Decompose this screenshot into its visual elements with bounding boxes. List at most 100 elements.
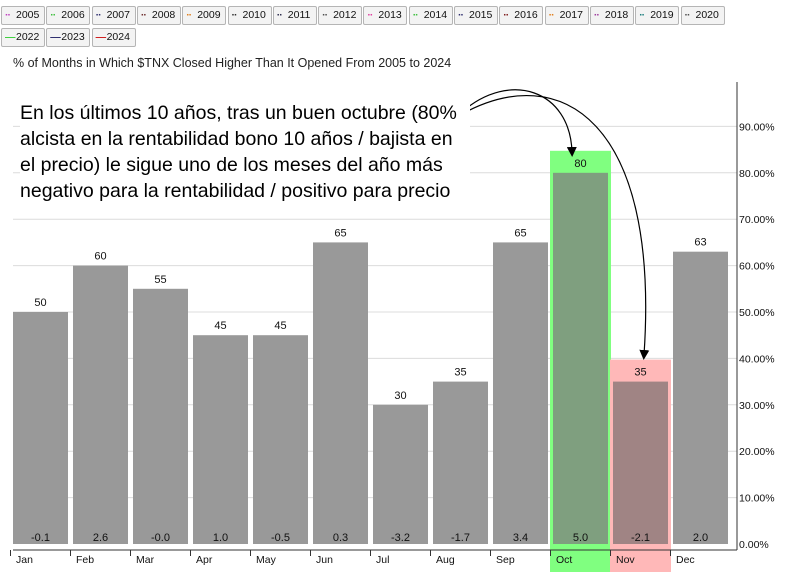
legend-item-2022[interactable]: —2022	[1, 28, 45, 47]
month-label-oct: Oct	[556, 554, 572, 566]
bar-jul	[373, 404, 428, 544]
legend-dotted-line-icon: ··	[186, 9, 192, 21]
legend-dotted-line-icon: ··	[458, 9, 464, 21]
bar-may	[253, 335, 308, 544]
month-label-jul: Jul	[376, 554, 389, 566]
legend-dotted-line-icon: ··	[140, 9, 147, 21]
legend-label: 2014	[423, 9, 448, 21]
legend-label: 2007	[106, 9, 130, 21]
value-label-may: 45	[274, 320, 286, 332]
bar-mar	[133, 288, 188, 544]
y-tick-label: 60.00%	[739, 261, 775, 273]
legend-item-2007[interactable]: ·· 2007	[91, 6, 136, 25]
legend-dotted-line-icon: —	[5, 31, 16, 43]
legend-item-2020[interactable]: ·· 2020	[680, 6, 725, 25]
legend-item-2009[interactable]: ·· 2009	[182, 6, 227, 25]
legend-label: 2012	[333, 9, 357, 21]
y-tick-label: 50.00%	[739, 307, 775, 319]
return-label-aug: -1.7	[451, 532, 470, 544]
legend-item-2011[interactable]: ·· 2011	[272, 6, 317, 25]
month-label-dec: Dec	[676, 554, 695, 566]
legend-item-2008[interactable]: ·· 2008	[136, 6, 181, 25]
legend-label: 2024	[106, 31, 130, 43]
value-label-sep: 65	[514, 227, 526, 239]
annotation-arrows	[461, 89, 650, 360]
legend-label: 2010	[242, 9, 266, 21]
legend-item-2015[interactable]: ·· 2015	[454, 6, 498, 25]
month-label-jun: Jun	[316, 554, 333, 566]
value-label-apr: 45	[214, 320, 226, 332]
bar-aug	[433, 381, 488, 544]
legend-dotted-line-icon: —	[50, 31, 61, 43]
return-label-may: -0.5	[271, 532, 290, 544]
legend-label: 2009	[197, 9, 221, 21]
value-label-jul: 30	[394, 390, 406, 402]
annotation-text: En los últimos 10 años, tras un buen oct…	[20, 100, 470, 204]
legend-item-2006[interactable]: ·· 2006	[46, 6, 91, 25]
legend-label: 2022	[16, 31, 40, 43]
month-label-mar: Mar	[136, 554, 155, 566]
legend-item-2016[interactable]: ·· 2016	[499, 6, 544, 25]
return-label-jul: -3.2	[391, 532, 410, 544]
legend-label: 2019	[650, 9, 674, 21]
bar-dec	[673, 251, 728, 544]
month-label-jan: Jan	[16, 554, 33, 566]
value-label-jun: 65	[334, 227, 346, 239]
month-label-apr: Apr	[196, 554, 213, 566]
legend-item-2014[interactable]: ·· 2014	[408, 6, 453, 25]
y-tick-label: 30.00%	[739, 400, 775, 412]
year-legend: ·· 2005 ·· 2006 ·· 2007 ·· 2008 ·· 2009 ·· 2010 ·· 20…	[0, 0, 801, 52]
legend-item-2023[interactable]: —2023	[46, 28, 91, 47]
legend-dotted-line-icon: ··	[5, 9, 11, 21]
value-label-mar: 55	[154, 274, 166, 286]
y-tick-label: 90.00%	[739, 121, 775, 133]
y-tick-label: 70.00%	[739, 214, 775, 226]
return-label-mar: -0.0	[151, 532, 170, 544]
legend-dotted-line-icon: ··	[639, 9, 645, 21]
y-tick-label: 40.00%	[739, 353, 775, 365]
value-label-oct: 80	[574, 158, 586, 170]
month-label-nov: Nov	[616, 554, 635, 566]
legend-label: 2023	[61, 31, 85, 43]
legend-label: 2020	[695, 9, 719, 21]
legend-dotted-line-icon: ··	[50, 9, 56, 21]
return-label-dec: 2.0	[693, 532, 708, 544]
legend-dotted-line-icon: ··	[276, 9, 283, 21]
y-tick-label: 20.00%	[739, 446, 775, 458]
bar-sep	[493, 242, 548, 544]
value-label-jan: 50	[34, 297, 46, 309]
legend-item-2024[interactable]: —2024	[91, 28, 136, 47]
value-label-nov: 35	[634, 367, 646, 379]
month-label-may: May	[256, 554, 277, 566]
legend-item-2005[interactable]: ·· 2005	[1, 6, 45, 25]
legend-dotted-line-icon: ··	[95, 9, 102, 21]
legend-item-2010[interactable]: ·· 2010	[227, 6, 272, 25]
legend-item-2018[interactable]: ·· 2018	[589, 6, 634, 25]
return-label-sep: 3.4	[513, 532, 528, 544]
legend-label: 2015	[469, 9, 493, 21]
legend-dotted-line-icon: ··	[322, 9, 328, 21]
legend-dotted-line-icon: ··	[231, 9, 238, 21]
bar-jan	[13, 312, 68, 544]
bar-oct	[553, 172, 608, 545]
legend-label: 2013	[378, 9, 402, 21]
legend-label: 2018	[604, 9, 629, 21]
legend-item-2019[interactable]: ·· 2019	[635, 6, 680, 25]
return-label-oct: 5.0	[573, 532, 588, 544]
legend-dotted-line-icon: ··	[593, 9, 600, 21]
legend-label: 2008	[151, 9, 176, 21]
legend-dotted-line-icon: ··	[548, 9, 555, 21]
value-label-aug: 35	[454, 367, 466, 379]
bar-apr	[193, 335, 248, 544]
value-label-feb: 60	[94, 251, 106, 263]
value-label-dec: 63	[694, 237, 706, 249]
legend-item-2017[interactable]: ·· 2017	[544, 6, 589, 25]
legend-item-2013[interactable]: ·· 2013	[363, 6, 408, 25]
return-label-nov: -2.1	[631, 532, 650, 544]
bar-nov	[613, 381, 668, 544]
legend-label: 2016	[514, 9, 538, 21]
legend-dotted-line-icon: ··	[412, 9, 419, 21]
legend-dotted-line-icon: —	[95, 31, 107, 43]
legend-item-2012[interactable]: ·· 2012	[318, 6, 363, 25]
y-tick-label: 10.00%	[739, 493, 775, 505]
